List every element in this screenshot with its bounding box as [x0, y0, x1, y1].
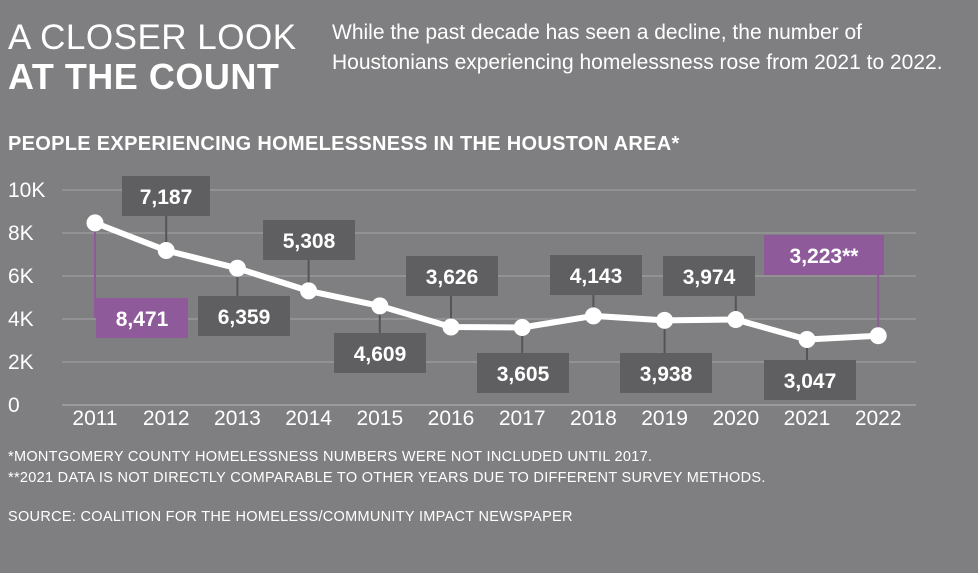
x-tick-label: 2017: [499, 407, 546, 430]
y-tick-label: 2K: [8, 351, 34, 374]
data-label: 3,938: [640, 363, 693, 386]
footnote-2: **2021 DATA IS NOT DIRECTLY COMPARABLE T…: [8, 470, 766, 486]
x-tick-label: 2022: [855, 407, 902, 430]
x-tick-label: 2015: [356, 407, 403, 430]
footnotes: *MONTGOMERY COUNTY HOMELESSNESS NUMBERS …: [8, 447, 766, 489]
headline-line-1: A CLOSER LOOK: [8, 18, 297, 57]
data-label-box: [764, 360, 856, 400]
data-point: [228, 259, 246, 277]
data-label: 7,187: [140, 186, 193, 209]
x-tick-label: 2014: [285, 407, 332, 430]
data-label-box: [122, 176, 210, 216]
data-label-box: [263, 220, 355, 260]
data-point: [513, 318, 531, 336]
data-point: [300, 282, 318, 300]
data-label: 5,308: [283, 230, 336, 253]
data-label: 3,626: [426, 266, 479, 289]
data-label-box: [550, 255, 642, 295]
data-point: [442, 318, 460, 336]
data-label-box: [198, 296, 290, 336]
x-tick-label: 2013: [214, 407, 261, 430]
series-line: [93, 220, 879, 343]
intro-text: While the past decade has seen a decline…: [332, 21, 943, 74]
data-label-box: [663, 256, 755, 296]
data-point: [86, 214, 104, 232]
data-label: 6,359: [218, 306, 271, 329]
data-label-box: [334, 333, 426, 373]
data-label-box: [620, 353, 712, 393]
x-tick-label: 2018: [570, 407, 617, 430]
data-label: 4,143: [570, 265, 623, 288]
data-point: [798, 330, 816, 348]
data-point: [371, 297, 389, 315]
data-point: [584, 307, 602, 325]
x-tick-label: 2012: [143, 407, 190, 430]
data-label: 8,471: [116, 308, 169, 331]
data-label: 3,223**: [790, 245, 860, 268]
data-label: 3,974: [683, 266, 736, 289]
headline-line-2: AT THE COUNT: [8, 56, 280, 97]
x-tick-label: 2019: [641, 407, 688, 430]
data-point: [869, 327, 887, 345]
data-label-box: [477, 353, 569, 393]
data-label: 3,605: [497, 363, 550, 386]
y-tick-label: 10K: [8, 179, 45, 202]
data-label: 4,609: [354, 343, 407, 366]
y-tick-label: 6K: [8, 265, 34, 288]
data-label-box: [96, 298, 188, 338]
x-tick-label: 2020: [712, 407, 759, 430]
data-label-box: [764, 235, 884, 275]
x-tick-label: 2016: [428, 407, 475, 430]
headline: A CLOSER LOOK AT THE COUNT: [8, 20, 297, 95]
x-tick-label: 2011: [72, 407, 117, 430]
footnote-1: *MONTGOMERY COUNTY HOMELESSNESS NUMBERS …: [8, 449, 653, 465]
data-point: [656, 311, 674, 329]
data-label-box: [406, 256, 498, 296]
y-tick-label: 0: [8, 394, 20, 417]
x-tick-label: 2021: [784, 407, 831, 430]
source-line: SOURCE: COALITION FOR THE HOMELESS/COMMU…: [8, 509, 573, 525]
data-point: [157, 241, 175, 259]
y-tick-label: 8K: [8, 222, 34, 245]
y-tick-label: 4K: [8, 308, 34, 331]
chart-title: PEOPLE EXPERIENCING HOMELESSNESS IN THE …: [8, 133, 680, 155]
data-point: [727, 311, 745, 329]
data-label: 3,047: [784, 370, 837, 393]
